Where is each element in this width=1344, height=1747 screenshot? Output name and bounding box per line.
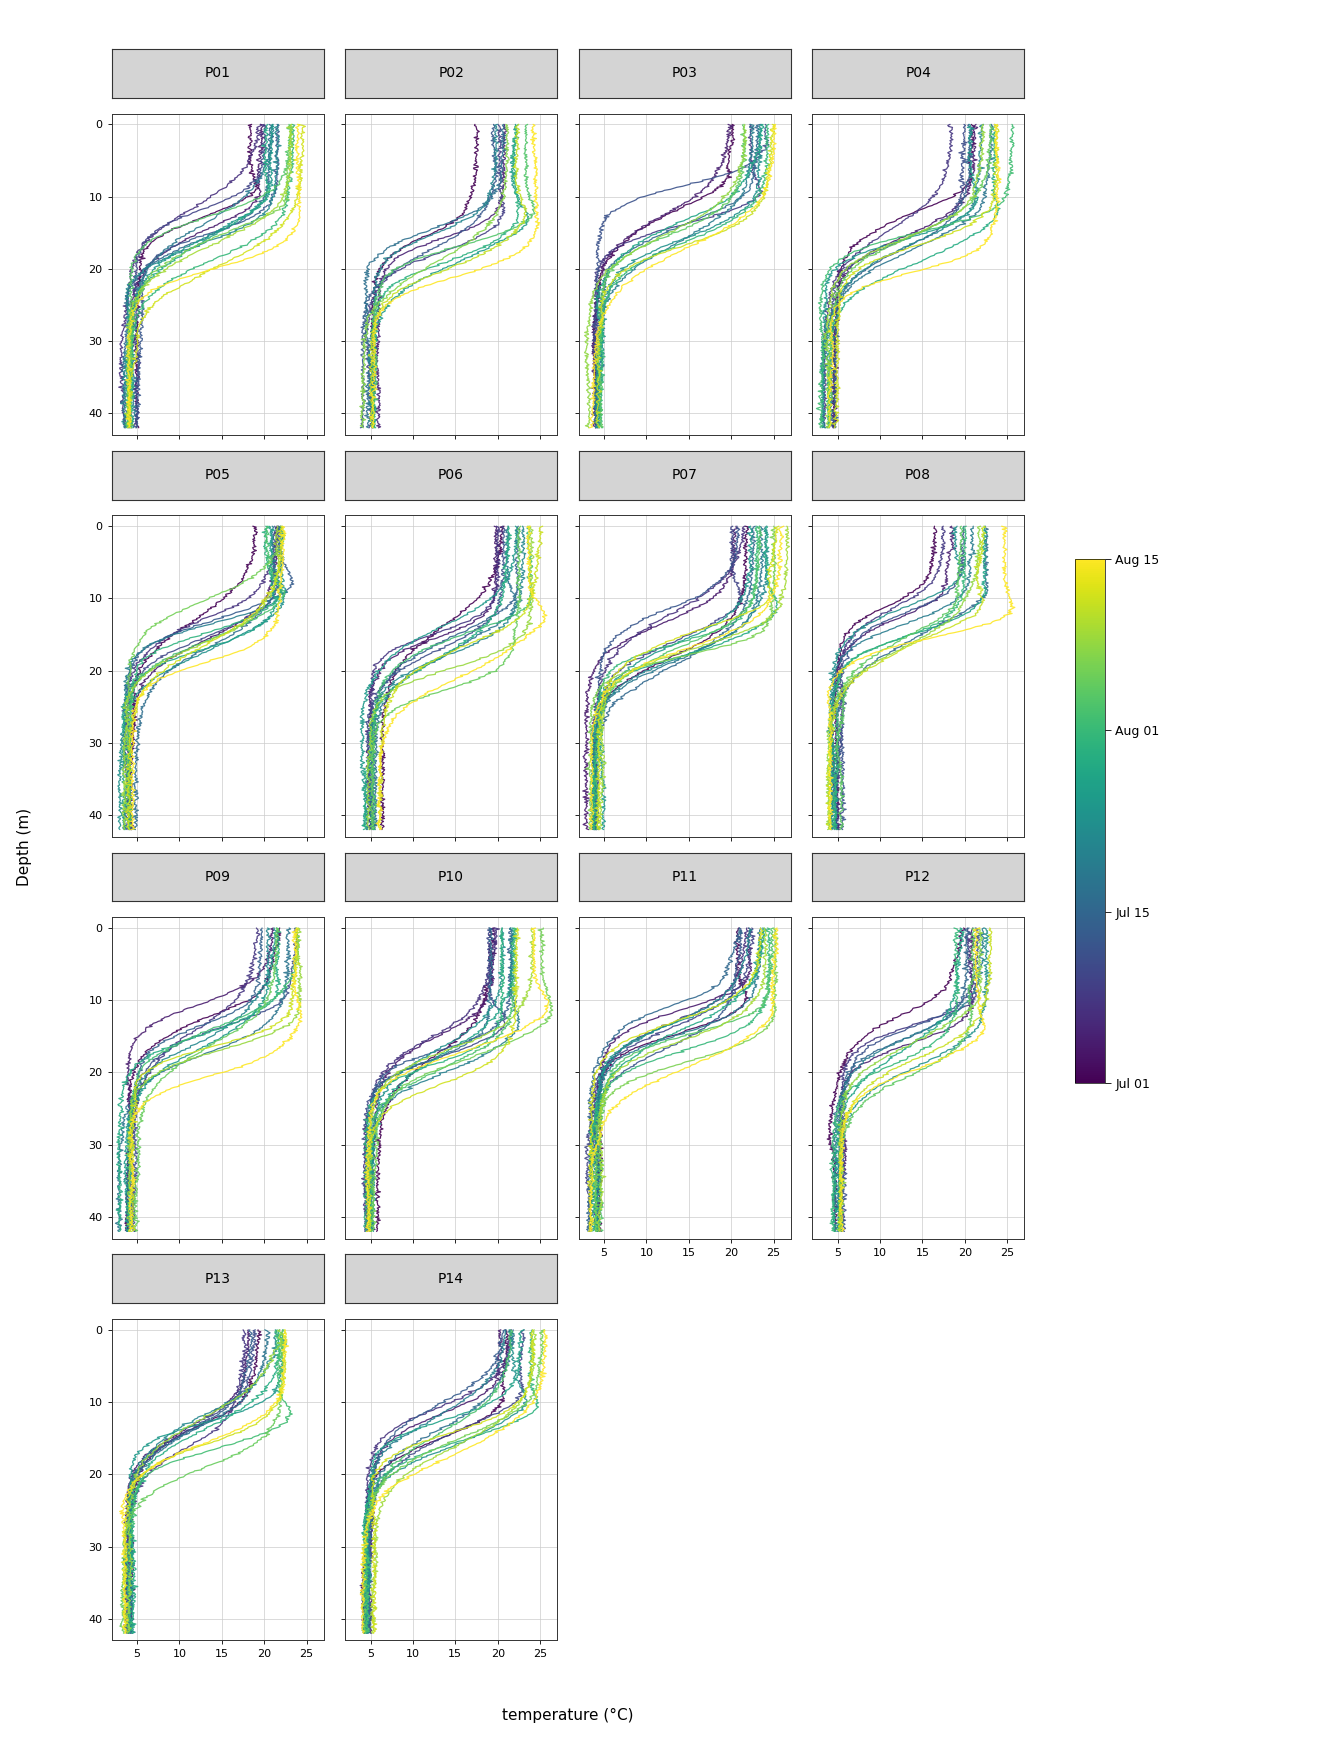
Text: P10: P10: [438, 870, 464, 884]
Text: P11: P11: [672, 870, 698, 884]
Text: P01: P01: [204, 66, 231, 80]
Text: P09: P09: [204, 870, 231, 884]
Text: P06: P06: [438, 468, 464, 482]
Text: P04: P04: [905, 66, 931, 80]
Text: Depth (m): Depth (m): [16, 809, 32, 886]
Text: P14: P14: [438, 1272, 464, 1286]
Text: P07: P07: [672, 468, 698, 482]
Text: P13: P13: [204, 1272, 231, 1286]
Text: P02: P02: [438, 66, 464, 80]
Text: P03: P03: [672, 66, 698, 80]
Text: P08: P08: [905, 468, 931, 482]
Text: temperature (°C): temperature (°C): [503, 1709, 633, 1723]
Text: P12: P12: [905, 870, 931, 884]
Text: P05: P05: [204, 468, 231, 482]
